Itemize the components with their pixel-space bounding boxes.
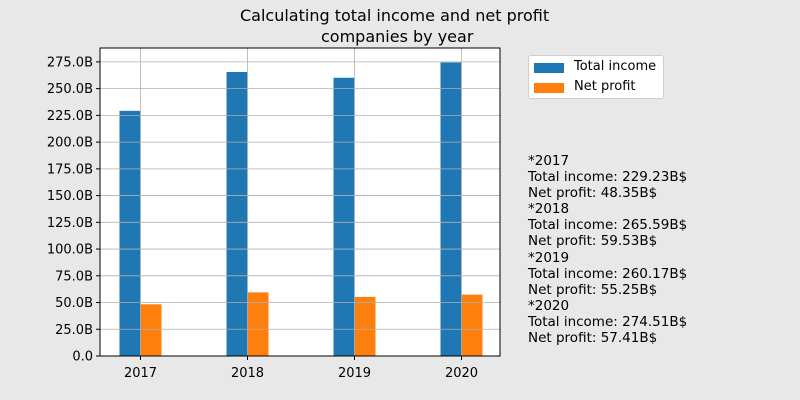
bar-net-profit [354, 296, 376, 356]
plot-frame [99, 47, 501, 357]
bar-total-income [440, 62, 462, 356]
annotation-line: *2018 [528, 201, 570, 218]
bar-total-income [333, 77, 355, 357]
plot-area [100, 48, 500, 356]
y-tick-label: 225.0B [47, 109, 93, 124]
legend-label-net-profit: Net profit [574, 79, 636, 94]
annotation-line: *2017 [528, 153, 570, 169]
annotation-line: Total income: 274.51B$ [528, 313, 688, 330]
bars [119, 62, 483, 357]
y-tick-label: 50.0B [55, 296, 93, 311]
x-axis: 2017 2018 2019 2020 [124, 356, 478, 381]
legend-swatch-total-income [534, 63, 564, 73]
y-tick-label: 25.0B [55, 323, 93, 338]
legend: Total income Net profit [528, 55, 664, 99]
annotation-line: Total income: 260.17B$ [528, 265, 688, 282]
y-tick-label: 75.0B [55, 269, 93, 284]
chart-title-line-1: Calculating total income and net profit [240, 6, 550, 25]
bar-net-profit [140, 304, 162, 356]
y-tick-label: 175.0B [47, 162, 93, 177]
y-tick-label: 150.0B [47, 189, 93, 204]
y-tick-label: 250.0B [47, 82, 93, 97]
y-tick-label: 0.0 [72, 350, 93, 365]
annotation-line: Net profit: 48.35B$ [528, 185, 658, 202]
annotation-line: Net profit: 55.25B$ [528, 281, 658, 298]
bar-total-income [226, 71, 248, 356]
x-tick-label: 2019 [338, 366, 371, 381]
annotation-line: Total income: 265.59B$ [528, 217, 688, 234]
annotation-line: *2019 [528, 249, 570, 266]
y-tick-label: 200.0B [47, 136, 93, 151]
y-tick-label: 275.0B [47, 55, 93, 70]
annotation-text: *2017 Total income: 229.23B$ Net profit:… [528, 153, 687, 346]
y-tick-label: 125.0B [47, 216, 93, 231]
bar-net-profit [461, 294, 483, 356]
x-tick-label: 2017 [124, 366, 157, 381]
annotation-line: Total income: 229.23B$ [528, 169, 688, 186]
annotation-line: Net profit: 57.41B$ [528, 330, 658, 347]
x-tick-label: 2018 [231, 366, 264, 381]
x-tick-label: 2020 [445, 366, 478, 381]
bar-total-income [119, 110, 141, 356]
bar-net-profit [247, 292, 269, 356]
annotation-line: Net profit: 59.53B$ [528, 233, 658, 250]
legend-swatch-net-profit [534, 83, 564, 93]
y-tick-label: 100.0B [47, 243, 93, 258]
chart-title-line-2: companies by year [321, 27, 474, 46]
annotation-line: *2020 [528, 297, 570, 314]
y-axis: 0.0 25.0B 50.0B 75.0B 100.0B 125.0B 150.0B 175.… [47, 55, 100, 365]
legend-label-total-income: Total income [574, 59, 657, 74]
